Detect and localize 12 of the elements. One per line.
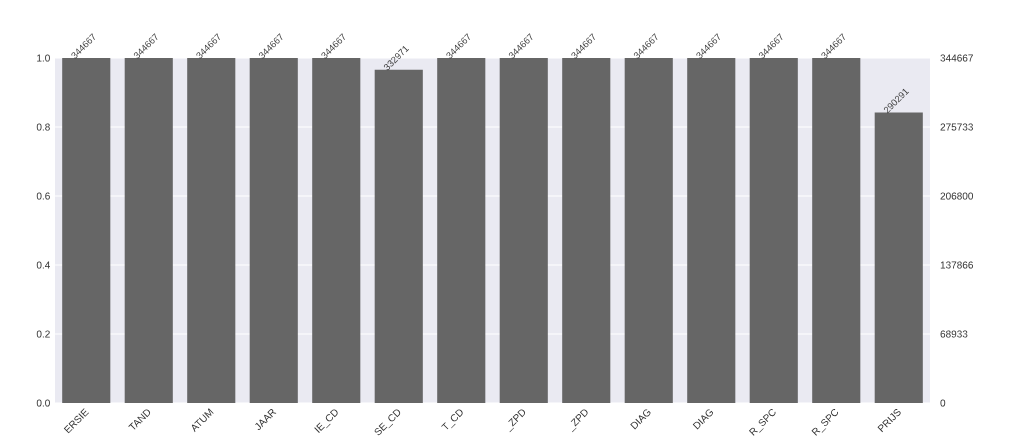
y-tick-label: 0.6 <box>36 192 50 200</box>
y2-tick-label: 0 <box>940 399 946 407</box>
y-tick-label: 1.0 <box>37 54 50 62</box>
y2-tick-label: 68933 <box>940 330 968 338</box>
y2-tick-label: 275733 <box>940 123 973 131</box>
y-tick-label: 0.0 <box>36 399 50 407</box>
y-tick-label: 0.2 <box>36 330 50 338</box>
y2-tick-label: 344667 <box>940 54 973 62</box>
y2-tick-label: 137866 <box>940 261 973 269</box>
y2-tick-label: 206800 <box>940 192 974 200</box>
y-tick-label: 0.4 <box>36 261 50 269</box>
y-tick-label: 0.8 <box>36 123 50 131</box>
